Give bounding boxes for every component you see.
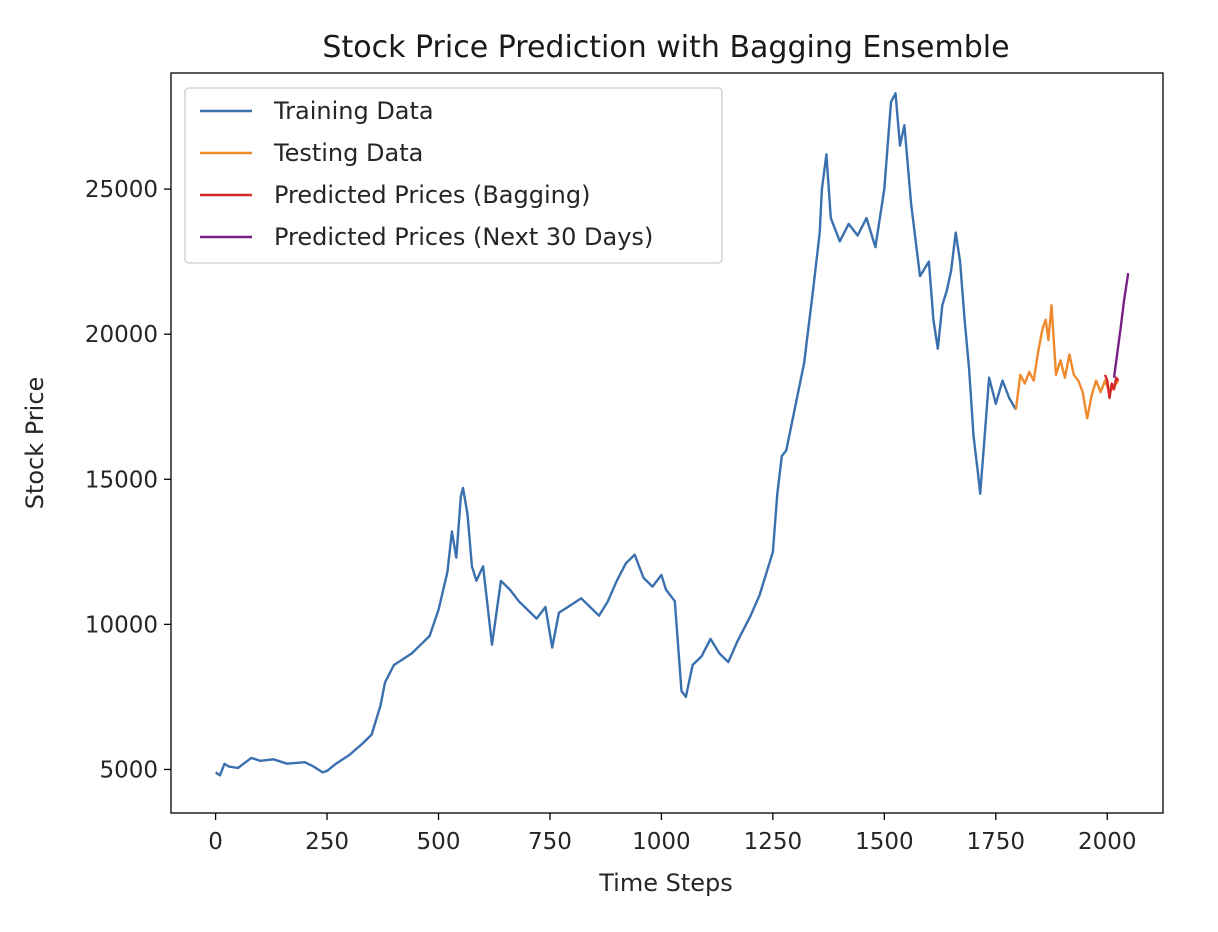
x-tick-label: 1250: [744, 829, 803, 855]
y-tick-label: 10000: [85, 612, 158, 638]
series-line-1: [214, 92, 1017, 777]
x-tick-label: 250: [305, 829, 349, 855]
x-tick-label: 2000: [1078, 829, 1137, 855]
x-tick-label: 500: [417, 829, 461, 855]
series-line-4: [1112, 273, 1130, 378]
chart-title: Stock Price Prediction with Bagging Ense…: [322, 30, 1009, 65]
y-tick-label: 20000: [85, 322, 158, 348]
legend-label-3: Predicted Prices (Bagging): [274, 181, 590, 209]
x-axis-label: Time Steps: [598, 869, 733, 897]
y-tick-label: 15000: [85, 467, 158, 493]
legend-label-1: Training Data: [273, 97, 434, 125]
plot-lines: [214, 92, 1130, 777]
legend-label-4: Predicted Prices (Next 30 Days): [274, 223, 653, 251]
x-tick-label: 1500: [855, 829, 914, 855]
series-line-3: [1103, 374, 1120, 400]
x-axis: 0 250 500 750 1000 1250 1500 1750 2000: [208, 813, 1137, 855]
series-line-2: [1014, 304, 1120, 420]
y-tick-label: 5000: [99, 757, 158, 783]
plot-frame: [170, 72, 1164, 814]
legend-box: [184, 87, 723, 264]
x-tick-label: 750: [528, 829, 572, 855]
y-tick-label: 25000: [85, 177, 158, 203]
legend-label-2: Testing Data: [273, 139, 423, 167]
y-axis-label: Stock Price: [21, 377, 49, 510]
legend: Training Data Testing Data Predicted Price…: [184, 87, 723, 264]
x-tick-label: 0: [208, 829, 223, 855]
y-axis: 5000 10000 15000 20000 25000: [85, 177, 171, 783]
x-tick-label: 1000: [632, 829, 691, 855]
x-tick-label: 1750: [967, 829, 1026, 855]
